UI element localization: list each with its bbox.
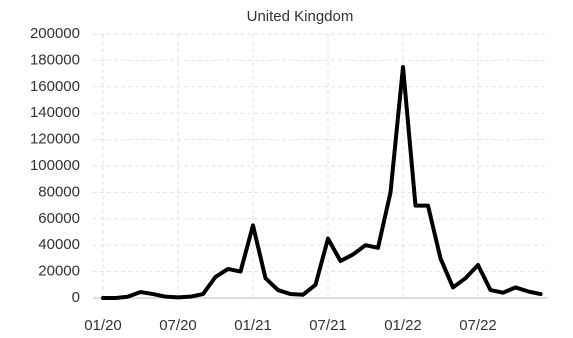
- y-tick-label: 180000: [30, 51, 80, 68]
- y-tick-label: 0: [72, 289, 80, 306]
- x-tick-label: 01/20: [84, 317, 122, 334]
- y-tick-label: 140000: [30, 104, 80, 121]
- y-tick-label: 80000: [38, 183, 80, 200]
- chart-title: United Kingdom: [247, 8, 354, 25]
- y-tick-label: 20000: [38, 263, 80, 280]
- y-tick-label: 100000: [30, 157, 80, 174]
- x-tick-label: 07/20: [159, 317, 197, 334]
- x-tick-label: 01/22: [384, 317, 422, 334]
- y-tick-label: 120000: [30, 131, 80, 148]
- y-tick-label: 200000: [30, 25, 80, 42]
- x-tick-label: 07/22: [459, 317, 497, 334]
- data-line: [101, 65, 543, 300]
- y-tick-label: 40000: [38, 236, 80, 253]
- y-tick-label: 60000: [38, 210, 80, 227]
- y-tick-label: 160000: [30, 78, 80, 95]
- x-tick-label: 01/21: [234, 317, 272, 334]
- x-tick-label: 07/21: [309, 317, 347, 334]
